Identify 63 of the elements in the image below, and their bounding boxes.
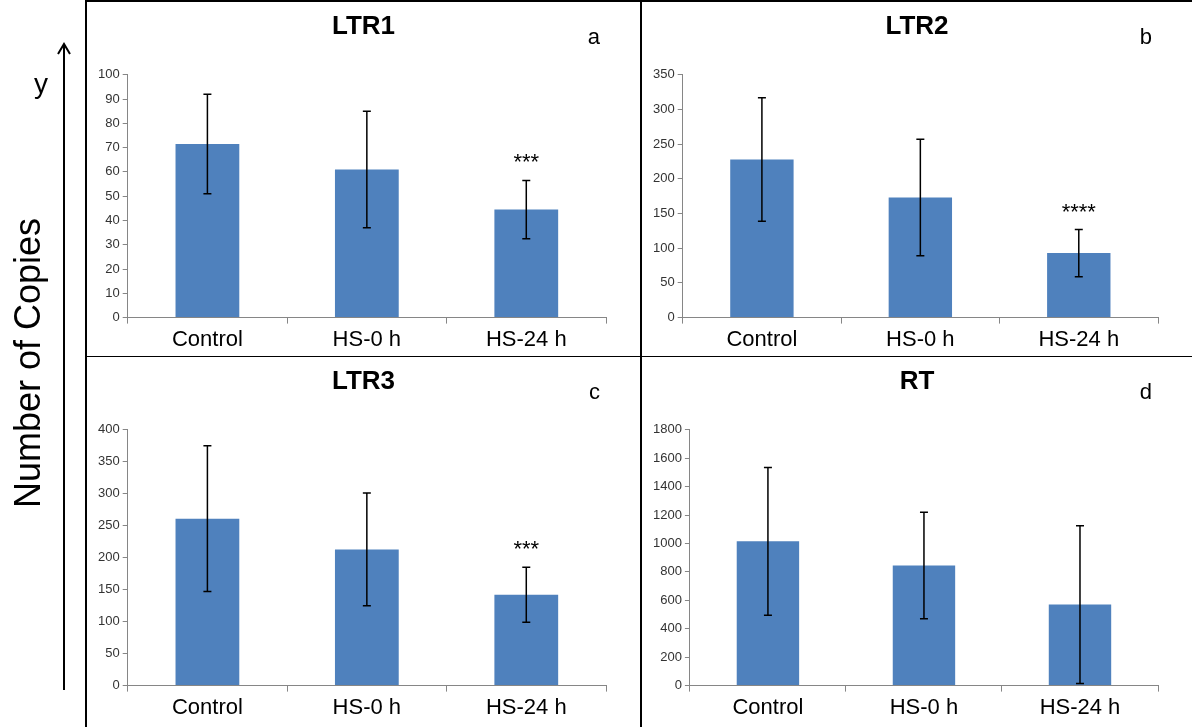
x-tick-label: Control bbox=[726, 325, 798, 351]
x-tick-label: HS-24 h bbox=[1039, 693, 1121, 719]
y-tick-label: 30 bbox=[105, 236, 120, 252]
y-tick-label: 20 bbox=[105, 260, 120, 276]
y-tick-label: 50 bbox=[105, 645, 120, 661]
x-tick-label: Control bbox=[732, 693, 804, 719]
chart-title: RT bbox=[899, 365, 935, 395]
x-tick-label: HS-0 h bbox=[886, 325, 955, 351]
y-tick-label: 350 bbox=[652, 66, 675, 82]
y-tick-label: 1600 bbox=[653, 449, 682, 465]
y-tick-label: 70 bbox=[105, 139, 120, 155]
y-tick-label: 250 bbox=[97, 517, 120, 533]
x-tick-label: HS-0 h bbox=[332, 325, 402, 351]
text: c bbox=[589, 379, 600, 405]
y-axis-title: Number of Copies bbox=[7, 217, 49, 509]
x-tick-label: Control bbox=[171, 325, 243, 351]
y-tick-label: 1000 bbox=[653, 535, 682, 551]
y-tick-label: 60 bbox=[105, 163, 120, 179]
x-tick-label: HS-0 h bbox=[889, 693, 959, 719]
y-tick-label: 100 bbox=[97, 613, 120, 629]
y-tick-label: 400 bbox=[97, 421, 120, 437]
text: a bbox=[587, 24, 600, 50]
y-tick-label: 150 bbox=[652, 205, 675, 221]
text: b bbox=[1139, 24, 1152, 50]
y-tick-label: 250 bbox=[652, 135, 675, 151]
y-tick-label: 0 bbox=[674, 677, 682, 693]
y-tick-label: 100 bbox=[652, 239, 675, 255]
x-tick-label: HS-24 h bbox=[485, 325, 567, 351]
x-tick-label: Control bbox=[171, 693, 243, 719]
y-tick-label: 150 bbox=[97, 581, 120, 597]
y-tick-label: 200 bbox=[660, 648, 682, 664]
x-tick-label: HS-24 h bbox=[1038, 325, 1120, 351]
chart-title: LTR2 bbox=[885, 10, 949, 40]
y-tick-label: 1400 bbox=[653, 478, 682, 494]
y-tick-label: 100 bbox=[97, 66, 120, 82]
y-tick-label: 1200 bbox=[653, 506, 682, 522]
y-tick-label: 0 bbox=[112, 309, 120, 325]
y-tick-label: 10 bbox=[105, 284, 120, 300]
text: d bbox=[1139, 379, 1152, 405]
y-tick-label: 400 bbox=[660, 620, 682, 636]
y-tick-label: 200 bbox=[652, 170, 675, 186]
y-tick-label: 300 bbox=[97, 485, 120, 501]
y-tick-label: 300 bbox=[652, 101, 675, 117]
y-tick-label: 80 bbox=[105, 114, 120, 130]
chart-title: LTR1 bbox=[331, 10, 396, 40]
annotation: *** bbox=[513, 536, 540, 562]
x-tick-label: HS-24 h bbox=[485, 693, 567, 719]
y-tick-label: 350 bbox=[97, 453, 120, 469]
y-tick-label: 40 bbox=[105, 212, 120, 228]
annotation: *** bbox=[513, 149, 540, 175]
x-tick-label: HS-0 h bbox=[332, 693, 402, 719]
chart-title: LTR3 bbox=[331, 365, 396, 395]
y-tick-label: 0 bbox=[667, 309, 675, 325]
y-tick-label: 600 bbox=[660, 591, 682, 607]
text: y bbox=[34, 68, 48, 100]
y-tick-label: 1800 bbox=[653, 421, 682, 437]
y-tick-label: 200 bbox=[97, 549, 120, 565]
annotation: **** bbox=[1061, 198, 1097, 224]
y-tick-label: 50 bbox=[105, 187, 120, 203]
y-tick-label: 0 bbox=[112, 677, 120, 693]
y-tick-label: 50 bbox=[660, 274, 675, 290]
y-tick-label: 90 bbox=[105, 90, 120, 106]
y-tick-label: 800 bbox=[660, 563, 682, 579]
